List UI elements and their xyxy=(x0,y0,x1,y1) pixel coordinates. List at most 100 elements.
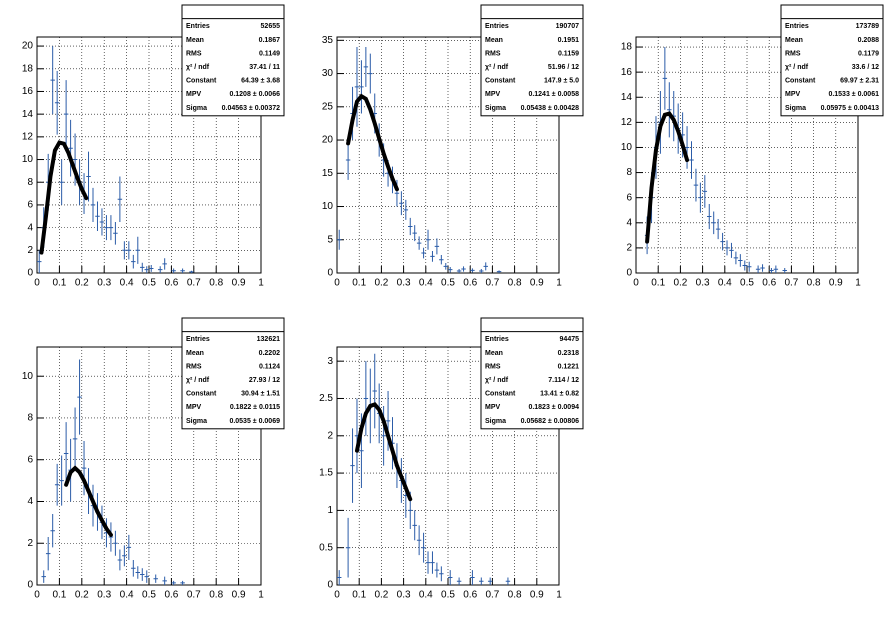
x-tick-label: 0.5 xyxy=(441,590,455,601)
stats-label: Sigma xyxy=(785,105,806,112)
error-bar xyxy=(456,577,462,585)
stats-label: MPV xyxy=(785,91,801,98)
x-tick-label: 0.5 xyxy=(441,278,455,289)
error-bar xyxy=(425,229,431,250)
error-bar xyxy=(54,71,60,135)
error-bar xyxy=(337,570,342,585)
x-tick-label: 0.9 xyxy=(530,278,544,289)
fit-curve xyxy=(64,465,113,537)
error-bar xyxy=(742,260,747,271)
y-tick-label: 6 xyxy=(27,200,33,211)
error-bar xyxy=(456,269,462,273)
stats-label: Constant xyxy=(785,78,816,85)
error-bar xyxy=(773,265,779,273)
error-bar xyxy=(403,199,409,220)
error-bar xyxy=(63,80,69,149)
stats-label: Sigma xyxy=(485,418,506,425)
error-bar xyxy=(747,261,752,272)
x-tick-label: 1 xyxy=(855,278,861,289)
error-bar xyxy=(667,82,672,138)
error-bar xyxy=(425,551,431,574)
stats-value: 30.94 ± 1.51 xyxy=(241,391,280,398)
error-bar xyxy=(90,187,96,222)
x-tick-label: 0.2 xyxy=(75,590,89,601)
y-tick-label: 0 xyxy=(27,580,33,591)
error-bar xyxy=(479,577,484,585)
x-tick-label: 0.4 xyxy=(120,278,134,289)
x-tick-label: 0.6 xyxy=(762,278,776,289)
x-tick-label: 0.1 xyxy=(52,590,66,601)
error-bar xyxy=(443,263,448,270)
stats-value: 94475 xyxy=(560,336,580,343)
stats-value: 37.41 / 11 xyxy=(249,64,280,71)
stats-value: 0.2318 xyxy=(558,350,580,357)
error-bar xyxy=(439,566,444,582)
x-tick-label: 0.7 xyxy=(784,278,798,289)
stats-label: Sigma xyxy=(485,105,506,112)
x-tick-label: 0.5 xyxy=(142,278,156,289)
y-tick-label: 3 xyxy=(327,356,333,367)
error-bar xyxy=(412,225,417,242)
error-bar xyxy=(715,219,721,240)
error-bar xyxy=(448,570,453,585)
x-tick-label: 0.6 xyxy=(463,590,477,601)
y-tick-label: 0 xyxy=(626,268,632,279)
error-bar xyxy=(117,176,123,222)
y-tick-label: 0.5 xyxy=(319,542,333,553)
stats-label: Mean xyxy=(186,350,204,357)
error-bar xyxy=(122,241,127,260)
y-tick-label: 10 xyxy=(22,371,34,382)
error-bar xyxy=(345,517,351,578)
y-tick-label: 18 xyxy=(621,42,633,53)
y-tick-label: 1.5 xyxy=(319,468,333,479)
stats-value: 0.2202 xyxy=(259,350,281,357)
stats-value: 147.9 ± 5.0 xyxy=(544,78,579,85)
error-bar xyxy=(448,267,453,273)
stats-label: Mean xyxy=(485,350,503,357)
error-bar xyxy=(189,270,194,273)
stats-label: Constant xyxy=(485,391,516,398)
y-tick-label: 16 xyxy=(621,67,633,78)
error-bar xyxy=(95,201,100,232)
error-bar xyxy=(117,549,123,571)
error-bar xyxy=(421,532,426,563)
pad: 0 0.1 0.2 0.3 0.4 0.5 0.6 0.7 0.8 0.9 102468101214… xyxy=(621,4,884,289)
error-bar xyxy=(153,574,158,583)
stats-label: Mean xyxy=(485,37,503,44)
stats-value: 27.93 / 12 xyxy=(249,377,280,384)
error-bar xyxy=(684,126,690,169)
error-bar xyxy=(720,232,725,251)
error-bar xyxy=(430,251,435,262)
error-bar xyxy=(135,236,141,264)
error-bar xyxy=(50,514,55,548)
x-tick-label: 0.8 xyxy=(209,590,223,601)
error-bar xyxy=(350,428,355,503)
error-bar xyxy=(59,455,64,506)
error-bar xyxy=(711,211,716,235)
error-bar xyxy=(693,168,699,202)
y-tick-label: 20 xyxy=(322,135,334,146)
x-tick-label: 0.5 xyxy=(740,278,754,289)
x-tick-label: 0.5 xyxy=(142,590,156,601)
stats-value: 0.1951 xyxy=(558,37,580,44)
x-tick-label: 0.1 xyxy=(352,278,366,289)
y-tick-label: 8 xyxy=(27,413,33,424)
error-bar xyxy=(724,240,730,256)
x-tick-label: 0.9 xyxy=(232,590,246,601)
stats-label: Mean xyxy=(785,37,803,44)
x-tick-label: 0.1 xyxy=(52,278,66,289)
error-bar xyxy=(144,570,149,583)
error-bar xyxy=(140,568,145,581)
y-tick-label: 15 xyxy=(322,168,334,179)
error-bar xyxy=(769,267,774,273)
y-tick-label: 2 xyxy=(27,245,33,256)
error-bar xyxy=(162,576,167,585)
y-tick-label: 35 xyxy=(322,35,334,46)
stats-value: 13.41 ± 0.82 xyxy=(540,391,579,398)
y-tick-label: 6 xyxy=(27,454,33,465)
x-tick-label: 0 xyxy=(633,278,639,289)
error-bar xyxy=(505,577,511,585)
error-bar xyxy=(99,208,105,236)
x-tick-label: 0.9 xyxy=(829,278,843,289)
